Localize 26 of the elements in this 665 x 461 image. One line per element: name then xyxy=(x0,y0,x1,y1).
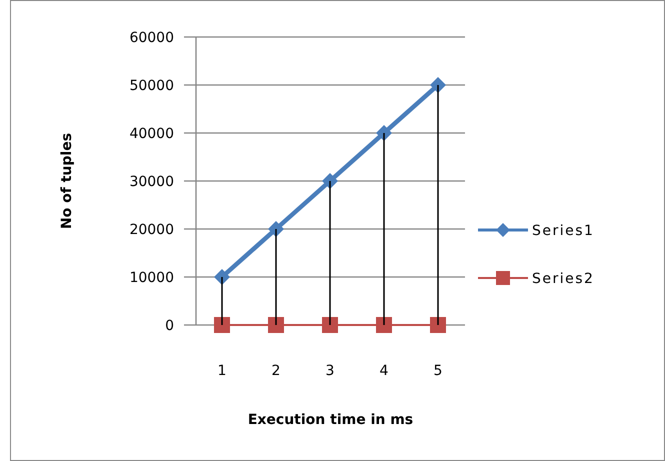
legend-label: Series1 xyxy=(532,222,594,239)
point xyxy=(430,317,446,333)
x-axis-title: Execution time in ms xyxy=(248,412,414,428)
legend-label: Series2 xyxy=(532,270,594,287)
point xyxy=(214,269,230,285)
point xyxy=(376,317,392,333)
y-tick-label: 0 xyxy=(165,318,174,334)
x-tick-label: 2 xyxy=(272,363,280,379)
y-tick-label: 40000 xyxy=(129,126,174,142)
y-axis-title: No of tuples xyxy=(59,132,75,230)
x-tick-label: 5 xyxy=(434,363,442,379)
point xyxy=(322,317,338,333)
point xyxy=(376,125,392,141)
y-tick-label: 30000 xyxy=(129,174,174,190)
x-tick-label: 1 xyxy=(218,363,226,379)
point xyxy=(268,221,284,237)
x-tick-label: 3 xyxy=(326,363,334,379)
point xyxy=(214,317,230,333)
point xyxy=(268,317,284,333)
y-tick-label: 10000 xyxy=(129,270,174,286)
y-tick-label: 50000 xyxy=(129,78,174,94)
y-tick-label: 60000 xyxy=(129,30,174,46)
y-tick-label: 20000 xyxy=(129,222,174,238)
point xyxy=(430,77,446,93)
point xyxy=(322,173,338,189)
x-tick-label: 4 xyxy=(380,363,389,379)
